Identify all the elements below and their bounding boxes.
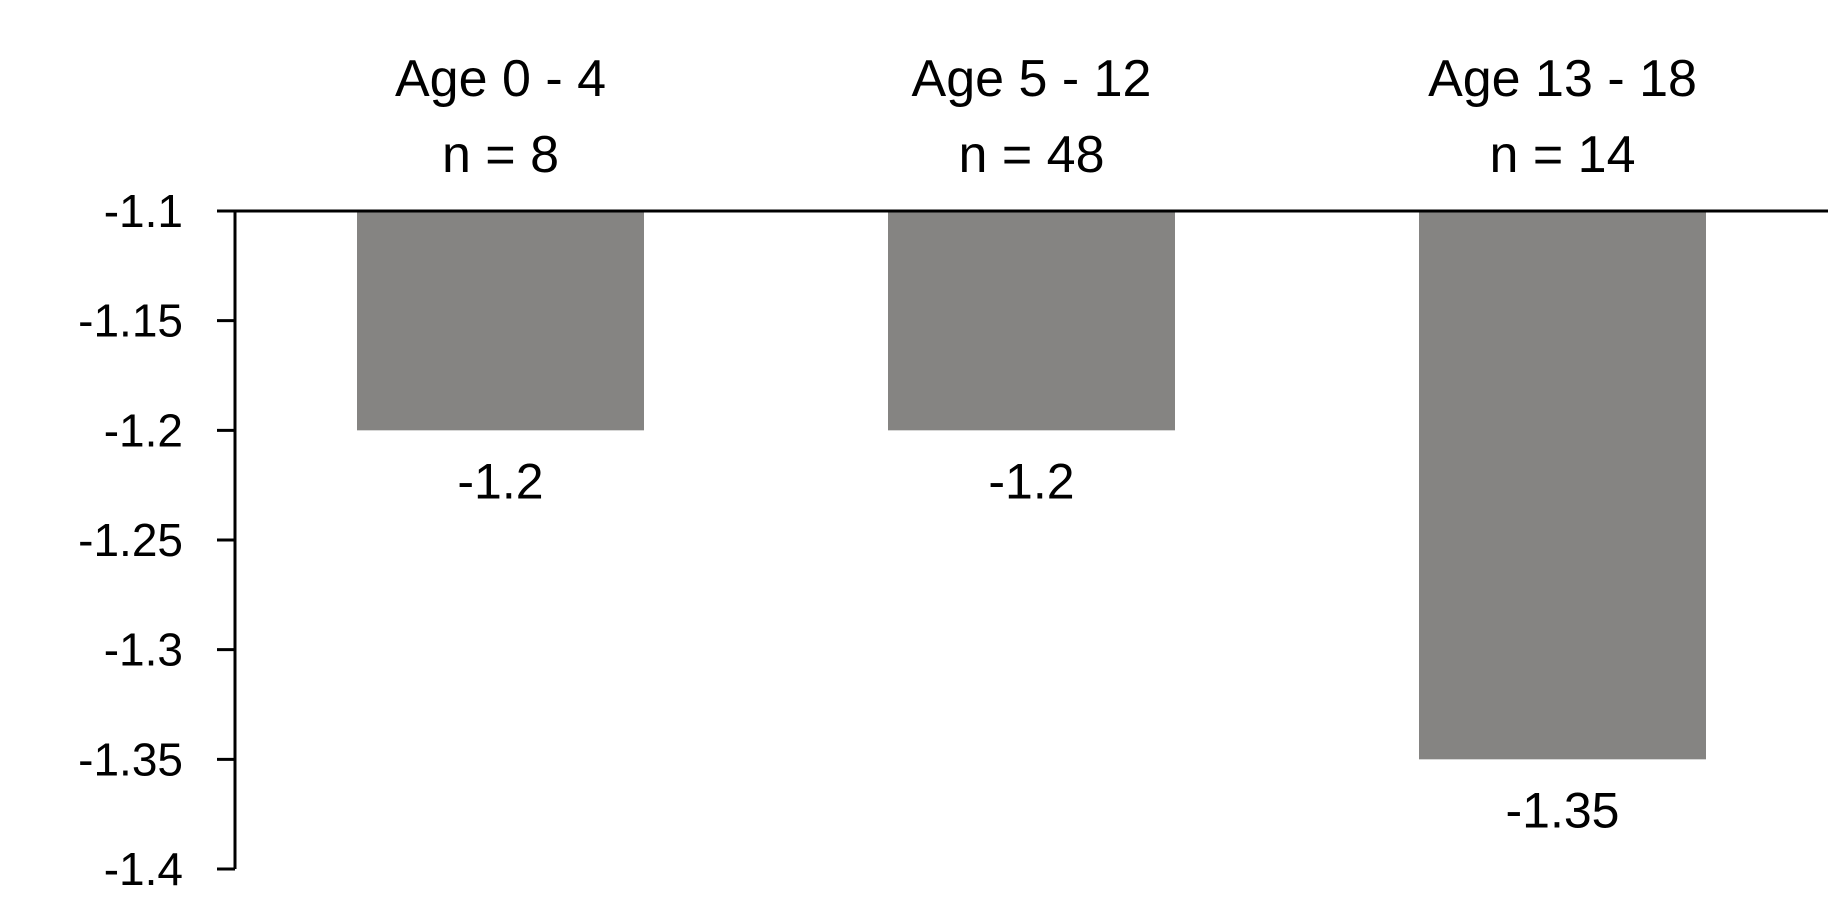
- y-tick-label: -1.35: [78, 733, 183, 785]
- y-tick-label: -1.15: [78, 295, 183, 347]
- category-count-label: n = 8: [442, 126, 559, 184]
- category-count-label: n = 14: [1489, 126, 1635, 184]
- category-label: Age 13 - 18: [1428, 50, 1697, 108]
- bar: [1419, 211, 1706, 760]
- y-axis: -1.1 -1.15 -1.2 -1.25 -1.3 -1.35 -1.4: [78, 185, 237, 895]
- y-tick-label: -1.1: [104, 185, 183, 237]
- bar: [357, 211, 644, 431]
- category-count-label: n = 48: [958, 126, 1104, 184]
- category-label: Age 5 - 12: [912, 50, 1152, 108]
- bar-group: [235, 209, 1828, 760]
- bar: [888, 211, 1175, 431]
- data-label: -1.2: [988, 453, 1074, 509]
- category-label: Age 0 - 4: [395, 50, 606, 108]
- category-label-group: Age 0 - 4 n = 8 Age 5 - 12 n = 48 Age 13 - 1…: [395, 50, 1697, 184]
- y-tick-label: -1.3: [104, 624, 183, 676]
- data-label: -1.2: [457, 453, 543, 509]
- data-label-group: -1.2 -1.2 -1.35: [457, 453, 1619, 838]
- y-tick-label: -1.4: [104, 843, 183, 895]
- data-label: -1.35: [1506, 782, 1620, 838]
- y-tick-label: -1.2: [104, 404, 183, 456]
- y-tick-label: -1.25: [78, 514, 183, 566]
